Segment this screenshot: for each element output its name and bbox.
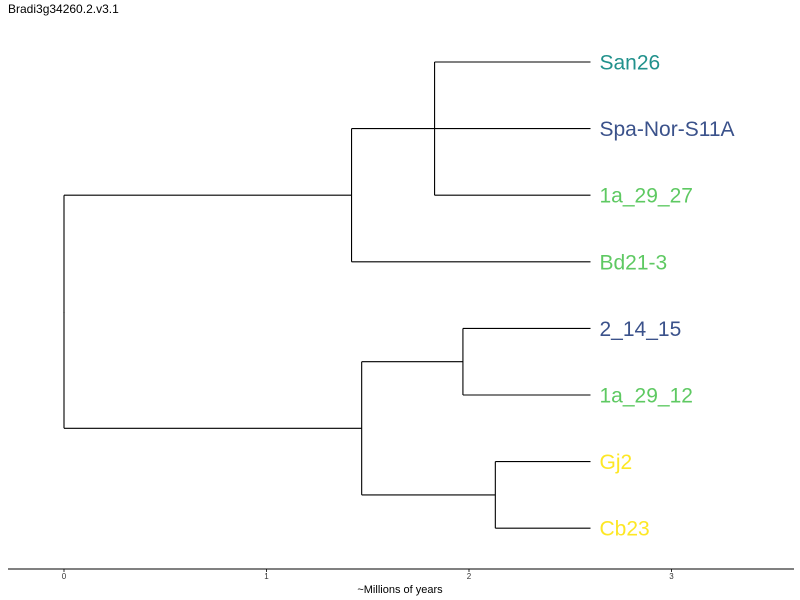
axis-tick-label: 3 <box>669 572 674 581</box>
time-axis: 0 1 2 3 ~Millions of years <box>8 568 794 596</box>
axis-tick-label: 0 <box>62 572 67 581</box>
tip-label: Cb23 <box>600 518 650 541</box>
axis-tick-label: 1 <box>264 572 269 581</box>
tree-branches <box>63 61 591 529</box>
tip-label: 1a_29_12 <box>600 385 693 408</box>
tip-label: Spa-Nor-S11A <box>600 118 735 141</box>
tip-labels: San26 Spa-Nor-S11A 1a_29_27 Bd21-3 2_14_15 1a… <box>600 52 735 541</box>
tip-label: San26 <box>600 52 661 75</box>
tip-label: Bd21-3 <box>600 251 668 274</box>
tip-label: 1a_29_27 <box>600 185 693 208</box>
tip-label: 2_14_15 <box>600 318 682 341</box>
figure-title: Bradi3g34260.2.v3.1 <box>8 2 119 16</box>
axis-title: ~Millions of years <box>357 584 443 596</box>
axis-ticks: 0 1 2 3 <box>62 569 674 581</box>
axis-tick-label: 2 <box>467 572 472 581</box>
tip-label: Gj2 <box>600 451 633 474</box>
